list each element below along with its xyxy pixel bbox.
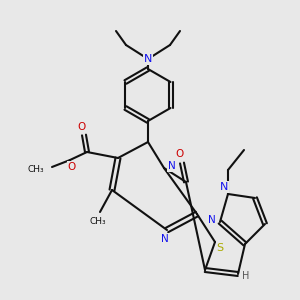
Text: O: O — [176, 149, 184, 159]
Text: CH₃: CH₃ — [90, 217, 106, 226]
Text: CH₃: CH₃ — [27, 164, 44, 173]
Text: S: S — [216, 243, 224, 253]
Text: O: O — [78, 122, 86, 132]
Text: N: N — [220, 182, 228, 192]
Text: N: N — [144, 54, 152, 64]
Text: O: O — [68, 162, 76, 172]
Text: N: N — [161, 234, 169, 244]
Text: N: N — [168, 161, 176, 171]
Text: H: H — [242, 271, 250, 281]
Text: N: N — [208, 215, 216, 225]
